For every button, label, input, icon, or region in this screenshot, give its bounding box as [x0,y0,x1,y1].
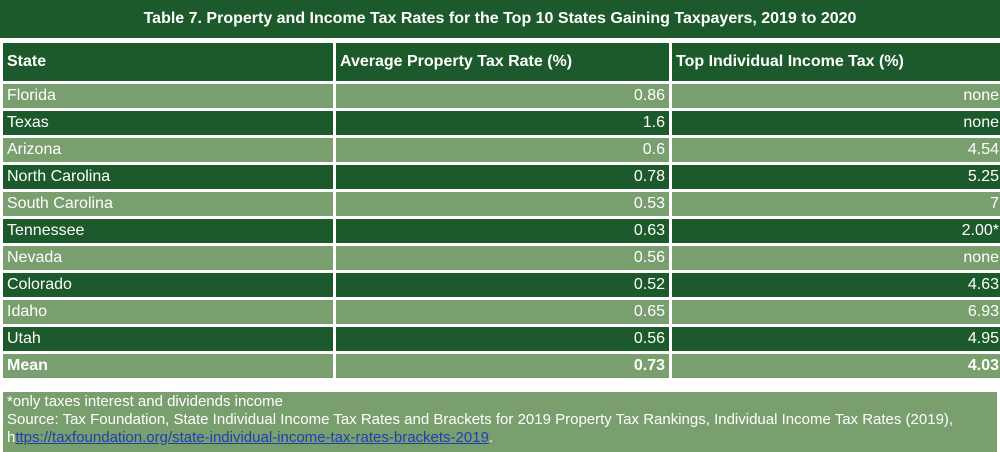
table-title: Table 7. Property and Income Tax Rates f… [0,0,1000,38]
property-cell: 1.6 [336,111,669,135]
state-cell: Utah [3,327,333,351]
income-cell: 4.54 [672,138,1000,162]
property-cell: 0.53 [336,192,669,216]
mean-income: 4.03 [672,354,1000,378]
mean-label: Mean [3,354,333,378]
income-cell: 2.00* [672,219,1000,243]
tax-table: State Average Property Tax Rate (%) Top … [0,38,1000,381]
property-cell: 0.56 [336,246,669,270]
state-cell: Idaho [3,300,333,324]
mean-property: 0.73 [336,354,669,378]
property-cell: 0.65 [336,300,669,324]
footnote: *only taxes interest and dividends incom… [3,392,997,452]
footnote-source: Source: Tax Foundation, State Individual… [7,411,993,447]
property-cell: 0.52 [336,273,669,297]
header-property-tax: Average Property Tax Rate (%) [336,43,669,81]
state-cell: North Carolina [3,165,333,189]
income-cell: 4.63 [672,273,1000,297]
income-cell: none [672,84,1000,108]
property-cell: 0.56 [336,327,669,351]
state-cell: Florida [3,84,333,108]
state-cell: Colorado [3,273,333,297]
source-link[interactable]: ttps://taxfoundation.org/state-individua… [15,429,489,446]
footnote-note: *only taxes interest and dividends incom… [7,393,283,410]
state-cell: Tennessee [3,219,333,243]
source-text: Source: Tax Foundation, State Individual… [7,411,954,446]
property-cell: 0.63 [336,219,669,243]
income-cell: none [672,246,1000,270]
income-cell: 6.93 [672,300,1000,324]
state-cell: South Carolina [3,192,333,216]
state-cell: Arizona [3,138,333,162]
source-trail: . [488,429,494,446]
income-cell: 4.95 [672,327,1000,351]
state-cell: Texas [3,111,333,135]
header-income-tax: Top Individual Income Tax (%) [672,43,1000,81]
income-cell: none [672,111,1000,135]
header-state: State [3,43,333,81]
income-cell: 5.25 [672,165,1000,189]
property-cell: 0.6 [336,138,669,162]
state-cell: Nevada [3,246,333,270]
income-cell: 7 [672,192,1000,216]
property-cell: 0.78 [336,165,669,189]
property-cell: 0.86 [336,84,669,108]
